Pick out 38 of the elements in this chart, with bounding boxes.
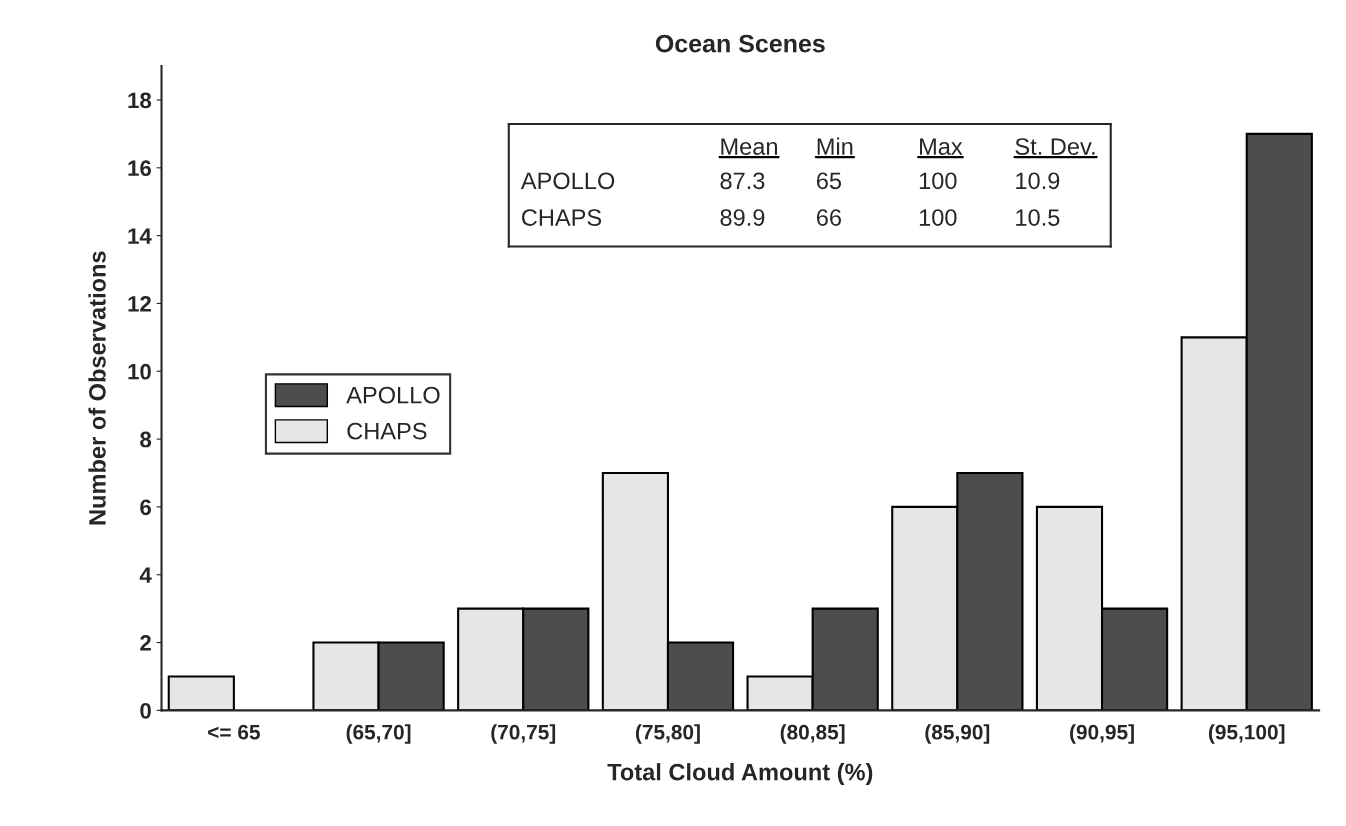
x-tick-label: (70,75] — [491, 724, 556, 744]
y-tick-label: 4 — [139, 567, 152, 583]
annotation: CHAPS — [522, 209, 602, 226]
y-tick-label: 6 — [140, 499, 151, 516]
y-tick-label: 8 — [140, 431, 152, 448]
annotation: Mean — [721, 138, 777, 155]
y-tick-label: 2 — [140, 635, 151, 651]
legend-label: APOLLO — [346, 386, 440, 404]
annotation: 100 — [919, 172, 957, 190]
x-tick-label: (90,95] — [1070, 724, 1134, 744]
annotation: 10.9 — [1016, 172, 1060, 190]
x-axis-title: Total Cloud Amount (%) — [607, 763, 873, 786]
x-tick-label: (85,90] — [925, 724, 990, 744]
y-axis-title: Number of Observations — [88, 251, 106, 525]
chart-title: Ocean Scenes — [655, 34, 825, 53]
y-tick-label: 10 — [128, 363, 151, 380]
annotation: Max — [920, 138, 963, 155]
y-tick-label: 14 — [128, 228, 152, 244]
annotation: St. Dev. — [1015, 138, 1095, 155]
annotation: Min — [817, 137, 853, 155]
bar — [167, 675, 235, 711]
annotation: 89.9 — [720, 209, 765, 226]
y-tick-label: 16 — [128, 160, 151, 177]
annotation: 66 — [816, 209, 841, 226]
annotation: 100 — [919, 209, 957, 226]
x-tick-label: (65,70] — [346, 724, 411, 744]
x-tick-label: (75,80] — [635, 724, 700, 744]
x-tick-label: (95,100] — [1208, 724, 1285, 744]
y-tick-label: 0 — [140, 702, 151, 719]
annotation: 87.3 — [720, 172, 765, 190]
legend-label: CHAPS — [347, 422, 427, 440]
annotation: APOLLO — [520, 172, 615, 190]
x-tick-label: (80,85] — [780, 724, 845, 744]
y-tick-label: 18 — [128, 92, 152, 109]
x-tick-label: <= 65 — [208, 724, 260, 740]
annotation: 10.5 — [1016, 209, 1060, 226]
y-tick-label: 12 — [128, 295, 151, 312]
annotation: 65 — [816, 172, 842, 190]
